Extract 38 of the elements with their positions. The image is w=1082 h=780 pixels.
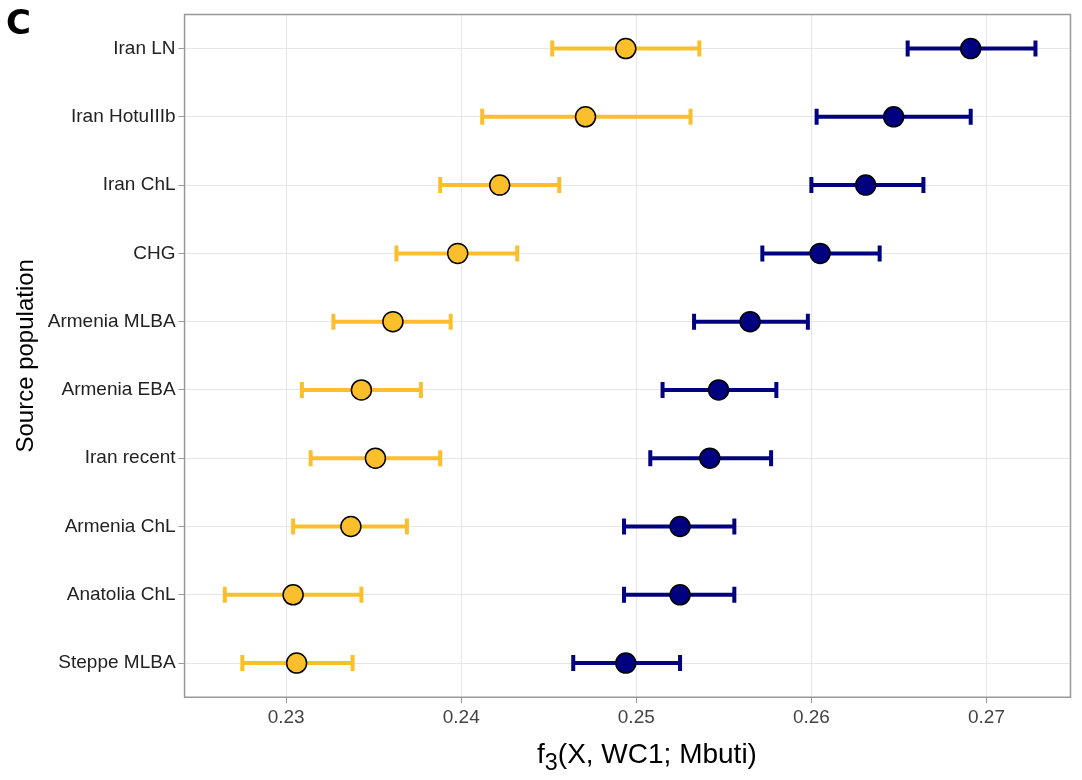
point <box>350 379 373 401</box>
point <box>382 310 404 333</box>
point <box>488 174 511 196</box>
y-tick-label: Iran ChL <box>102 173 176 195</box>
x-tick-label: 0.26 <box>792 705 830 727</box>
point <box>809 242 831 265</box>
x-tick-label: 0.23 <box>267 705 305 727</box>
point <box>739 310 761 333</box>
point <box>615 652 637 674</box>
x-tick-label: 0.24 <box>442 705 481 727</box>
y-tick-label: Armenia MLBA <box>47 309 176 331</box>
x-axis-title: f$_{3}$(X, WC1; Mbuti) <box>536 738 758 776</box>
x-tick-label: 0.25 <box>617 705 655 727</box>
point <box>669 515 691 538</box>
y-axis-title: Source population <box>11 259 39 453</box>
point <box>669 584 691 606</box>
y-tick-label: Steppe MLBA <box>58 651 176 673</box>
y-tick-label: CHG <box>133 241 176 263</box>
point <box>615 37 637 60</box>
y-tick-label: Armenia ChL <box>64 514 176 536</box>
point <box>285 652 308 674</box>
y-tick-label: Iran HotuIIIb <box>71 105 176 127</box>
point <box>364 447 387 469</box>
point <box>699 447 721 469</box>
point <box>959 37 982 60</box>
point <box>446 242 469 265</box>
point <box>574 106 597 128</box>
point <box>707 379 730 401</box>
point <box>882 106 905 128</box>
point <box>340 515 362 538</box>
y-tick-label: Armenia EBA <box>61 378 176 400</box>
chart-title: C <box>6 2 31 42</box>
y-tick-label: Iran recent <box>84 446 177 468</box>
x-tick-label: 0.27 <box>967 705 1005 727</box>
y-tick-label: Iran LN <box>113 36 176 58</box>
y-tick-label: Anatolia ChL <box>66 583 176 605</box>
point <box>854 174 877 196</box>
point <box>282 584 304 606</box>
